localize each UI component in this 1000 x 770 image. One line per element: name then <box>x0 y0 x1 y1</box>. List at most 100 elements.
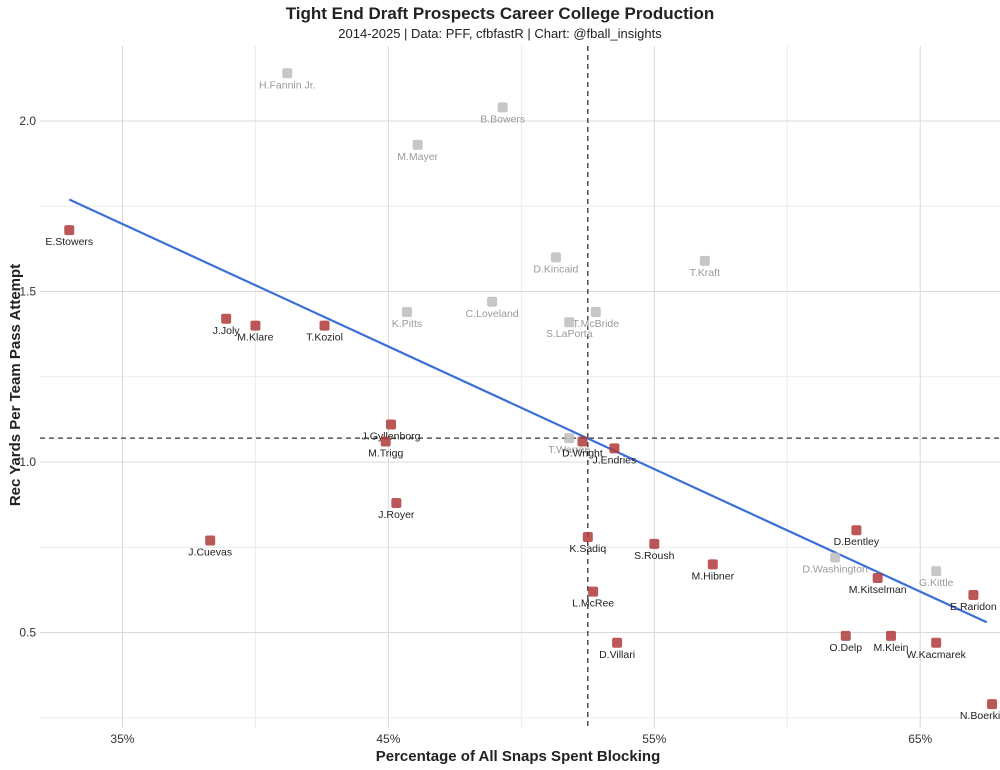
x-tick-label: 65% <box>908 732 932 746</box>
data-point: C.Loveland <box>466 296 519 320</box>
data-point: E.Stowers <box>45 225 93 248</box>
team-logo-marker <box>707 559 718 570</box>
point-label: T.Koziol <box>306 332 343 344</box>
team-logo-marker <box>840 630 851 641</box>
point-label: D.Kincaid <box>533 263 578 275</box>
team-logo-marker <box>487 296 498 307</box>
team-logo-marker <box>987 699 998 710</box>
data-point: T.Koziol <box>306 320 343 344</box>
data-point: E.Raridon <box>950 590 997 613</box>
x-tick-label: 35% <box>110 732 134 746</box>
data-point: J.Royer <box>378 497 415 521</box>
x-tick-label: 45% <box>376 732 400 746</box>
team-logo-marker <box>564 317 575 328</box>
point-label: D.Washington <box>802 564 868 576</box>
team-logo-marker <box>968 590 979 601</box>
point-label: J.Endries <box>593 454 637 466</box>
data-point: J.Cuevas <box>188 535 232 558</box>
team-logo-marker <box>588 586 599 597</box>
point-label: M.Klein <box>873 642 908 654</box>
point-label: D.Villari <box>599 649 635 661</box>
team-logo-marker <box>931 566 942 577</box>
team-logo-marker <box>590 306 601 317</box>
data-point: J.Endries <box>593 443 637 466</box>
point-label: M.Klare <box>237 332 273 344</box>
team-logo-marker <box>401 306 412 317</box>
data-point: M.Kitselman <box>849 572 907 596</box>
y-tick-label: 1.5 <box>19 285 36 299</box>
team-logo-marker <box>830 552 841 563</box>
team-logo-marker <box>612 637 623 648</box>
data-point: W.Kacmarek <box>906 637 967 661</box>
data-point: M.Trigg <box>368 436 403 460</box>
point-label: E.Raridon <box>950 601 997 613</box>
point-label: L.McRee <box>572 598 614 610</box>
team-logo-marker <box>550 252 561 263</box>
data-point: G.Kittle <box>919 566 954 589</box>
trend-line-group <box>68 198 988 624</box>
point-label: C.Loveland <box>466 308 519 320</box>
data-point: J.Joly <box>213 313 241 337</box>
point-label: T.Kraft <box>690 267 720 279</box>
data-point: T.Kraft <box>690 255 720 279</box>
point-label: S.LaPorta <box>546 328 593 340</box>
point-label: J.Cuevas <box>188 546 232 558</box>
team-logo-marker <box>221 313 232 324</box>
data-point: K.Sadiq <box>569 532 606 555</box>
y-axis-label: Rec Yards Per Team Pass Attempt <box>7 264 24 506</box>
team-logo-marker <box>497 102 508 113</box>
x-axis-label: Percentage of All Snaps Spent Blocking <box>376 748 661 765</box>
team-logo-marker <box>250 320 261 331</box>
data-point: M.Hibner <box>691 559 735 582</box>
point-label: H.Fannin Jr. <box>259 79 316 91</box>
x-tick-label: 55% <box>642 732 666 746</box>
data-point: D.Wright <box>562 436 603 460</box>
point-label: E.Stowers <box>45 236 93 248</box>
point-label: M.Trigg <box>368 448 403 460</box>
data-point: M.Mayer <box>397 139 439 163</box>
data-point: N.Boerkircher <box>960 699 1000 722</box>
point-label: K.Sadiq <box>569 543 606 555</box>
point-label: T.Warren <box>548 444 590 456</box>
point-label: K.Pitts <box>392 318 422 330</box>
data-point: M.Klare <box>237 320 274 344</box>
team-logo-marker <box>64 225 75 236</box>
point-label: J.Royer <box>378 509 415 521</box>
data-point: D.Bentley <box>834 525 880 548</box>
team-logo-marker <box>319 320 330 331</box>
team-logo-marker <box>386 419 397 430</box>
point-label: M.Mayer <box>397 151 438 163</box>
data-point: J.Gyllenborg <box>362 419 421 443</box>
point-label: M.Hibner <box>691 570 734 582</box>
point-label: D.Wright <box>562 448 603 460</box>
y-tick-label: 0.5 <box>19 626 36 640</box>
team-logo-marker <box>699 255 710 266</box>
team-logo-marker <box>577 436 588 447</box>
axis-ticks: 35% 45% 55% 65% 0.5 1.0 1.5 2.0 <box>19 114 932 746</box>
team-logo-marker <box>380 436 391 447</box>
point-label: J.Joly <box>213 325 241 337</box>
chart-subtitle: 2014-2025 | Data: PFF, cfbfastR | Chart:… <box>338 26 662 41</box>
point-label: O.Delp <box>829 642 862 654</box>
team-logo-marker <box>931 637 942 648</box>
data-point: M.Klein <box>873 630 909 654</box>
data-point: S.LaPorta <box>546 317 593 340</box>
data-point: O.Delp <box>829 630 862 654</box>
data-point: D.Villari <box>599 637 635 661</box>
data-point: T.McBride <box>572 306 619 330</box>
team-logo-marker <box>412 139 423 150</box>
point-label: T.McBride <box>572 318 619 330</box>
trend-line <box>68 198 988 624</box>
team-logo-marker <box>582 532 593 543</box>
chart-title: Tight End Draft Prospects Career College… <box>285 4 715 23</box>
grid-lines <box>40 46 1000 728</box>
point-label: N.Boerkircher <box>960 710 1000 722</box>
point-label: G.Kittle <box>919 577 954 589</box>
team-logo-marker <box>205 535 216 546</box>
point-label: D.Bentley <box>834 536 880 548</box>
team-logo-marker <box>564 433 575 444</box>
data-point: H.Fannin Jr. <box>259 68 316 91</box>
points-group: H.Fannin Jr. B.Bowers M.Mayer E.Stowers D.Ki… <box>45 68 1000 722</box>
